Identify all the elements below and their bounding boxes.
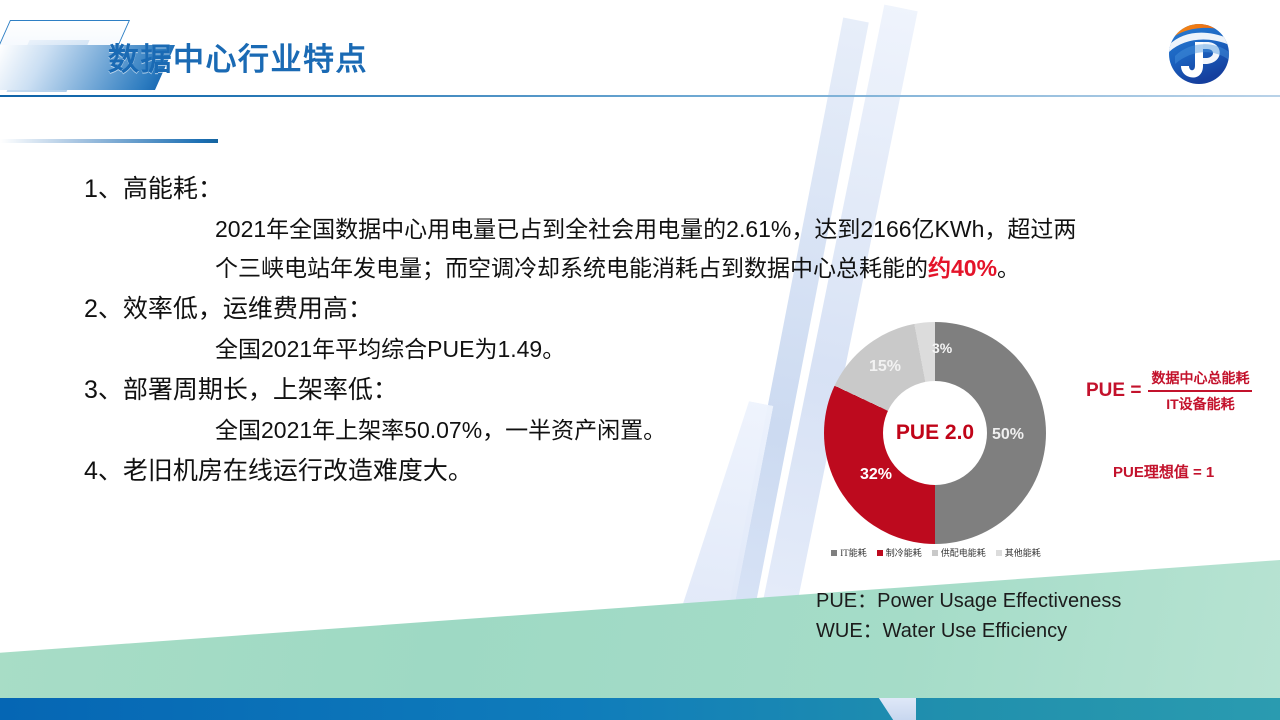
list-item-body: 全国2021年上架率50.07%，一半资产闲置。 <box>84 411 1084 450</box>
legend-label: 制冷能耗 <box>885 548 922 558</box>
list-item-number: 2、 <box>84 295 123 323</box>
list-item-body: 2021年全国数据中心用电量已占到全社会用电量的2.61%，达到2166亿KWh… <box>84 210 1084 288</box>
feature-list: 1、高能耗： 2021年全国数据中心用电量已占到全社会用电量的2.61%，达到2… <box>84 168 1084 492</box>
list-item-body-text: 2021年全国数据中心用电量已占到全社会用电量的2.61%，达到2166亿KWh… <box>215 216 1077 281</box>
legend-item: 其他能耗 <box>995 546 1041 559</box>
list-item-heading: 4、老旧机房在线运行改造难度大。 <box>84 450 1084 492</box>
list-item-number: 3、 <box>84 376 123 404</box>
list-item-body-tail: 。 <box>997 255 1021 281</box>
accent-underline <box>0 139 218 143</box>
legend-item: IT能耗 <box>831 546 867 559</box>
formula-fraction-bar <box>1148 390 1253 392</box>
slice-label-it: 50% <box>992 426 1025 443</box>
donut-center: PUE 2.0 <box>883 381 987 485</box>
legend-swatch-icon <box>931 549 938 556</box>
list-item-title: 效率低，运维费用高： <box>122 295 373 323</box>
formula-denominator: IT设备能耗 <box>1166 395 1235 412</box>
list-item-title: 老旧机房在线运行改造难度大。 <box>122 457 473 485</box>
legend-label: 供配电能耗 <box>940 548 986 558</box>
chart-legend: IT能耗 制冷能耗 供配电能耗 其他能耗 <box>810 546 1062 559</box>
list-item: 2、效率低，运维费用高： 全国2021年平均综合PUE为1.49。 <box>84 288 1084 369</box>
legend-item: 供配电能耗 <box>931 546 986 559</box>
legend-item: 制冷能耗 <box>876 546 922 559</box>
legend-swatch-icon <box>831 549 838 556</box>
donut-center-label: PUE 2.0 <box>895 421 975 444</box>
list-item-body-text: 全国2021年平均综合PUE为1.49。 <box>215 336 566 362</box>
slice-label-power: 15% <box>869 358 902 375</box>
footnote-wue: WUE：Water Use Efficiency <box>816 620 1068 642</box>
list-item-title: 高能耗： <box>122 175 223 203</box>
pue-donut-chart: PUE 2.0 50% 32% 15% 3% IT能耗 制冷能耗 供配电能耗 其他能耗 <box>806 322 1062 572</box>
list-item-number: 4、 <box>84 457 123 485</box>
list-item-title: 部署周期长，上架率低： <box>122 376 398 404</box>
legend-label: 其他能耗 <box>1004 548 1041 558</box>
company-logo-icon <box>1167 22 1231 86</box>
list-item: 3、部署周期长，上架率低： 全国2021年上架率50.07%，一半资产闲置。 <box>84 369 1084 450</box>
slice-label-other: 3% <box>932 340 953 356</box>
formula-numerator: 数据中心总能耗 <box>1151 370 1250 386</box>
header-divider <box>0 95 1280 97</box>
acronym-footnotes: PUE：Power Usage Effectiveness WUE：Water … <box>816 586 1121 646</box>
list-item-heading: 1、高能耗： <box>84 168 1084 210</box>
footnote-pue: PUE：Power Usage Effectiveness <box>816 590 1122 612</box>
list-item-heading: 3、部署周期长，上架率低： <box>84 369 1084 411</box>
list-item: 4、老旧机房在线运行改造难度大。 <box>84 450 1084 492</box>
pue-ideal-value: PUE理想值 = 1 <box>1113 464 1215 481</box>
list-item: 1、高能耗： 2021年全国数据中心用电量已占到全社会用电量的2.61%，达到2… <box>84 168 1084 288</box>
page-title: 数据中心行业特点 <box>108 42 368 77</box>
legend-swatch-icon <box>876 549 883 556</box>
list-item-body-text: 全国2021年上架率50.07%，一半资产闲置。 <box>215 417 667 443</box>
donut-ring: PUE 2.0 <box>824 322 1046 544</box>
formula-fraction: 数据中心总能耗 IT设备能耗 <box>1148 368 1253 414</box>
list-item-number: 1、 <box>84 175 123 203</box>
formula-lhs: PUE = <box>1086 379 1142 401</box>
list-item-heading: 2、效率低，运维费用高： <box>84 288 1084 330</box>
pue-formula: PUE = 数据中心总能耗 IT设备能耗 <box>1086 368 1253 414</box>
highlight-percentage: 约40% <box>928 255 998 281</box>
legend-label: IT能耗 <box>840 548 867 558</box>
legend-swatch-icon <box>995 549 1002 556</box>
slice-label-cooling: 32% <box>860 466 893 483</box>
list-item-body: 全国2021年平均综合PUE为1.49。 <box>84 330 1084 369</box>
